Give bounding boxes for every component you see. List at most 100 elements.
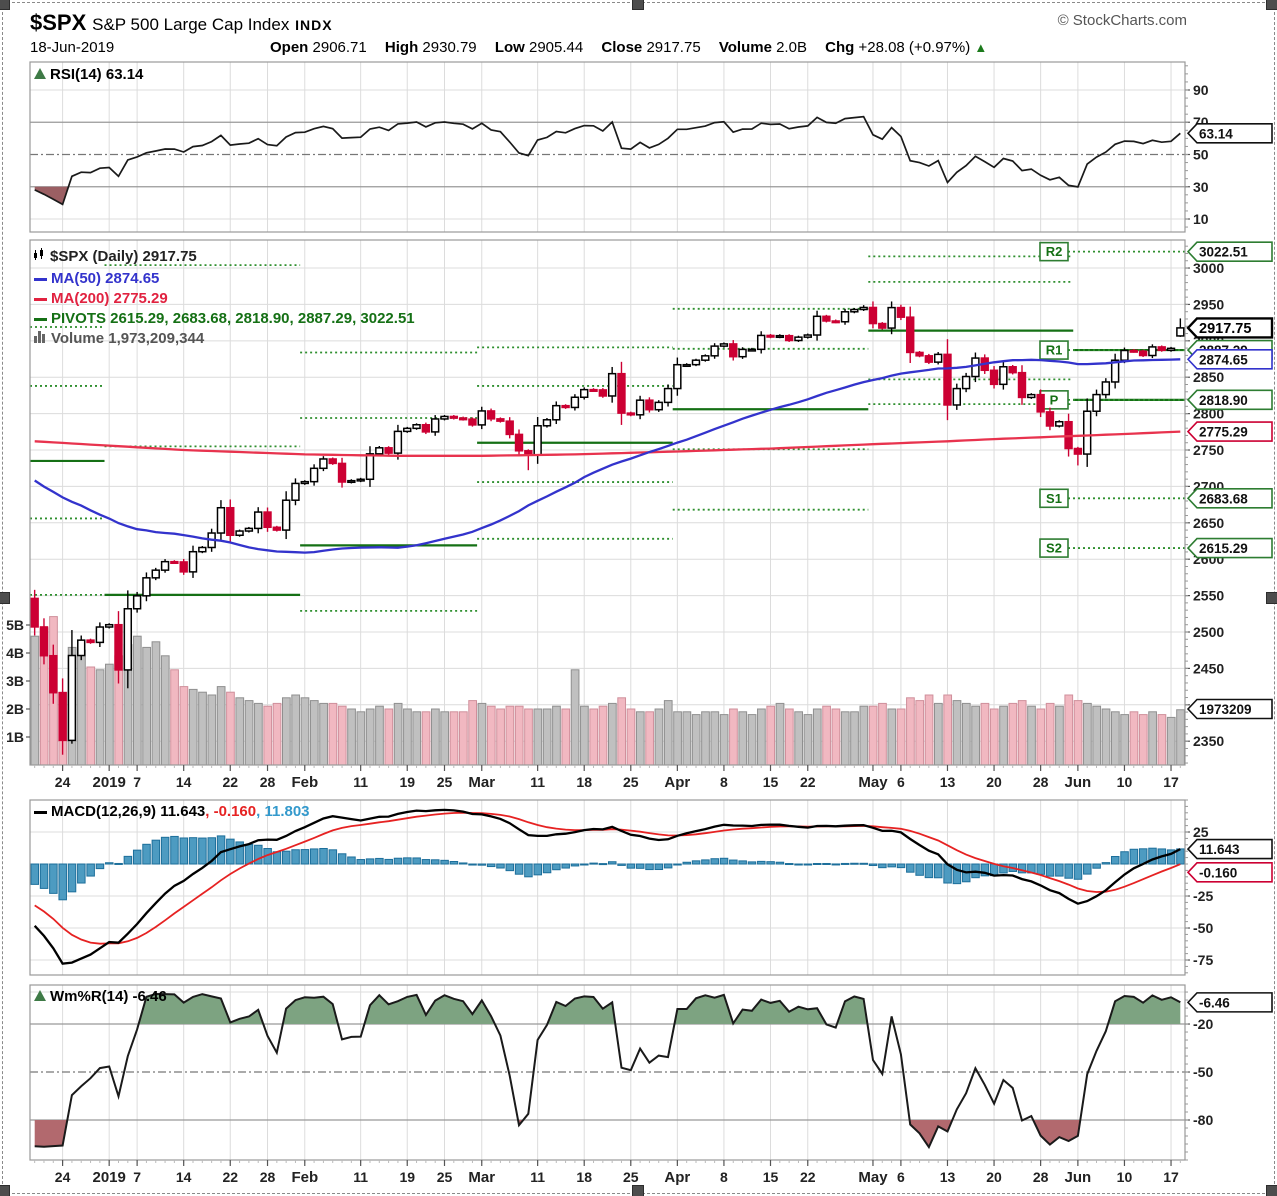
x-axis-label: 14 (176, 1169, 192, 1185)
macd-histogram-bar (384, 858, 393, 865)
candle-body (607, 372, 617, 397)
macd-histogram-bar (840, 862, 850, 865)
x-axis-label: 22 (222, 1169, 238, 1185)
macd-histogram-bar (393, 857, 403, 865)
candle-body (188, 550, 198, 573)
low-value: 2905.44 (529, 39, 584, 56)
selection-handle-mid-left[interactable] (0, 592, 10, 604)
candle-body (486, 410, 496, 420)
volume-bar (514, 705, 524, 766)
candle-body (505, 420, 514, 436)
x-axis-label: 22 (800, 1169, 816, 1185)
wpr-overbought-fill (547, 996, 616, 1024)
volume-bar (412, 711, 422, 766)
macd-histogram-bar (542, 863, 552, 874)
macd-histogram-bar (30, 863, 40, 885)
macd-histogram-bar (412, 857, 421, 865)
macd-histogram-bar (142, 843, 151, 865)
volume-bar (524, 708, 533, 766)
candle-body (375, 447, 384, 455)
macd-histogram-bar (1129, 848, 1139, 865)
main-legend-pivots: PIVOTS 2615.29, 2683.68, 2818.90, 2887.2… (34, 310, 415, 327)
candle-body (95, 626, 105, 644)
selection-handle-bottom-left[interactable] (0, 1185, 10, 1196)
price-tick-label: 2550 (1193, 588, 1224, 604)
x-axis-label: 22 (222, 774, 238, 790)
volume-bar (859, 705, 869, 766)
macd-histogram-bar (673, 863, 682, 866)
volume-bar (179, 686, 189, 766)
macd-histogram-bar (235, 841, 244, 865)
macd-histogram-bar (952, 863, 962, 885)
main-legend-volume: Volume 1,973,209,344 (34, 330, 204, 347)
macd-histogram-bar (784, 863, 794, 866)
pivots-legend-text: PIVOTS 2615.29, 2683.68, 2818.90, 2887.2… (51, 310, 415, 327)
candle-body (403, 427, 412, 433)
candle-body (598, 389, 608, 397)
macd-histogram-bar (403, 857, 412, 865)
candle-body (878, 322, 887, 329)
macd-histogram-bar (49, 863, 58, 894)
macd-histogram-bar (496, 863, 505, 869)
candle-body (319, 458, 328, 470)
macd-histogram-bar (1120, 851, 1129, 865)
volume-bar (458, 711, 468, 766)
selection-handle-top-mid[interactable] (632, 0, 644, 10)
candle-body (86, 639, 95, 644)
volume-bar (635, 711, 645, 766)
selection-handle-top-right[interactable] (1266, 0, 1277, 10)
volume-bar (226, 691, 235, 766)
volume-bar (319, 702, 328, 766)
x-axis-label: Jun (1065, 774, 1092, 791)
rsi-tick-label: 10 (1193, 211, 1209, 227)
selection-handle-mid-right[interactable] (1266, 592, 1277, 604)
macd-histogram-bar (1110, 856, 1120, 865)
volume-bar (105, 663, 114, 766)
main-legend-ma200: MA(200) 2775.29 (34, 290, 168, 307)
macd-histogram-bar (850, 862, 859, 865)
volume-bar (1157, 714, 1167, 766)
price-tick-label: 2450 (1193, 660, 1224, 676)
candle-body (682, 363, 691, 368)
candle-body (291, 482, 300, 501)
macd-histogram-bar (682, 861, 692, 865)
selection-handle-bottom-mid[interactable] (632, 1185, 644, 1196)
candle-body (663, 387, 673, 404)
wpr-tick-label: -80 (1193, 1112, 1213, 1128)
volume-bar (309, 700, 319, 766)
macd-histogram-bar (794, 863, 803, 866)
candle-body (859, 306, 868, 311)
x-axis-label: 7 (133, 1169, 141, 1185)
candle-body (822, 315, 831, 322)
candle-body (235, 530, 244, 537)
volume-bar (170, 669, 179, 766)
ma50-line (34, 358, 1181, 554)
close-value: 2917.75 (646, 39, 701, 56)
value-box-label: 11.643 (1199, 842, 1240, 857)
value-box (1186, 123, 1273, 144)
main-panel-border (29, 239, 1186, 766)
volume-tick-label: 1B (6, 729, 24, 745)
candle-body (580, 388, 589, 399)
candle-body (1138, 350, 1148, 357)
rsi-panel-border (29, 61, 1186, 233)
candle-body (961, 375, 971, 390)
x-axis-label: 6 (897, 774, 905, 790)
volume-bar (645, 711, 654, 766)
macd-histogram-bar (757, 860, 766, 865)
candle-body (812, 315, 822, 336)
volume-bar (263, 705, 273, 766)
candle-body (896, 306, 906, 318)
wpr-overbought-fill (1108, 995, 1181, 1024)
candle-body (39, 626, 49, 657)
macd-histogram-bar (729, 859, 738, 865)
candle-body (496, 418, 505, 422)
volume-bar (784, 708, 794, 766)
rsi-tick-label: 50 (1193, 146, 1209, 162)
selection-handle-top-left[interactable] (0, 0, 10, 10)
pivot-tag-box (1039, 488, 1069, 509)
volume-bar (999, 705, 1008, 766)
selection-handle-bottom-right[interactable] (1266, 1185, 1277, 1196)
macd-histogram-bar (570, 863, 580, 867)
